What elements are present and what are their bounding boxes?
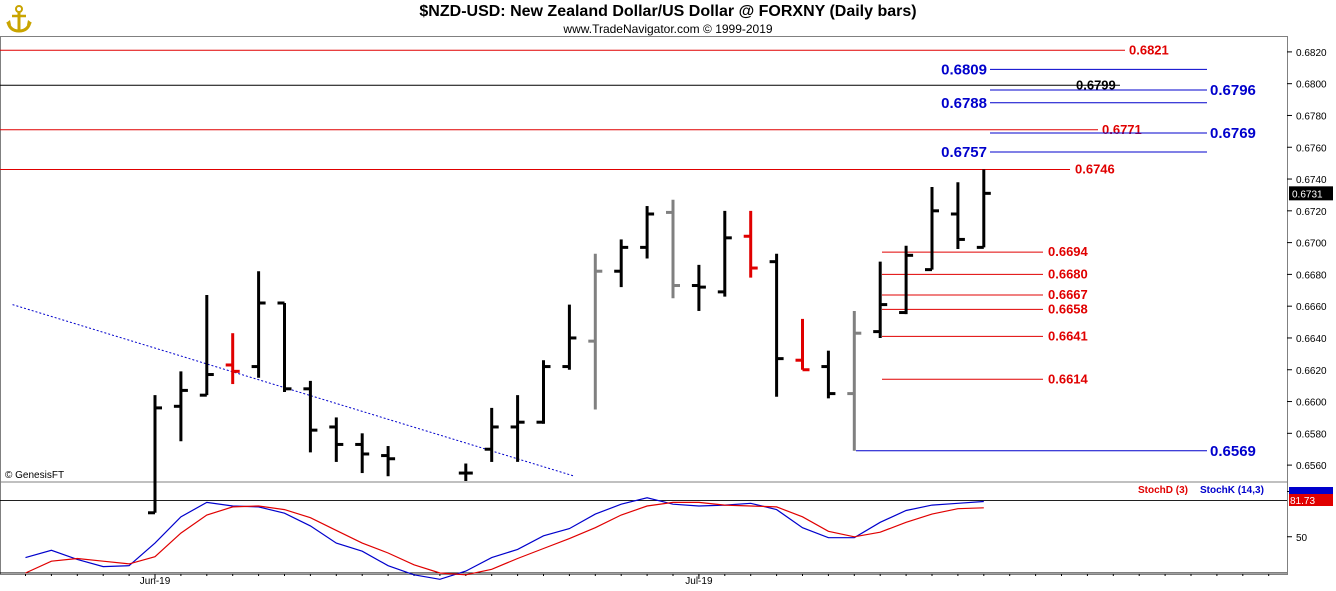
level-label: 0.6799 — [1076, 77, 1116, 92]
ohlc-bar — [225, 333, 240, 385]
ohlc-bar — [199, 295, 214, 397]
chart-subtitle: www.TradeNavigator.com © 1999-2019 — [563, 22, 773, 36]
stoch-d-value-box — [1289, 494, 1333, 506]
price-axis-label: 0.6780 — [1296, 111, 1327, 122]
price-axis-label: 0.6820 — [1296, 48, 1327, 59]
ohlc-bar — [251, 271, 266, 378]
date-axis-label: Jun-19 — [140, 576, 171, 587]
ohlc-bar — [355, 433, 370, 474]
ohlc-bar — [536, 360, 551, 424]
last-price-label: 0.6731 — [1292, 189, 1323, 200]
trendline — [12, 304, 575, 477]
level-label: 0.6614 — [1048, 371, 1089, 386]
ohlc-bar — [484, 407, 499, 462]
watermark: © GenesisFT — [5, 470, 64, 481]
ohlc-bar — [666, 199, 680, 299]
ohlc-bar — [691, 264, 706, 311]
ohlc-bar — [743, 210, 758, 278]
level-label: 0.6680 — [1048, 266, 1088, 281]
anchor-logo-icon — [4, 4, 34, 34]
price-axis-label: 0.6660 — [1296, 302, 1327, 313]
ohlc-bar — [769, 253, 784, 397]
price-axis-label: 0.6580 — [1296, 429, 1327, 440]
level-label: 0.6667 — [1048, 287, 1088, 302]
ohlc-bar — [795, 318, 810, 372]
ohlc-bar — [899, 245, 914, 315]
ohlc-bar — [588, 253, 603, 410]
stoch-series-line — [25, 497, 984, 580]
price-axis-label: 0.6600 — [1296, 398, 1327, 409]
ohlc-bar — [847, 310, 862, 451]
price-axis-label: 0.6620 — [1296, 366, 1327, 377]
stoch-axis-label: 50 — [1296, 533, 1308, 544]
ohlc-bar — [640, 206, 655, 259]
ohlc-bar — [717, 210, 732, 297]
level-label: 0.6771 — [1102, 122, 1142, 137]
level-label: 0.6746 — [1075, 162, 1115, 177]
price-axis-label: 0.6700 — [1296, 239, 1327, 250]
ohlc-bar — [976, 169, 991, 249]
date-axis-label: Jul-19 — [685, 576, 713, 587]
ohlc-bar — [173, 371, 188, 442]
stoch-legend-k: StochK (14,3) — [1200, 485, 1264, 496]
ohlc-bar — [925, 186, 939, 272]
chart-title: $NZD-USD: New Zealand Dollar/US Dollar @… — [419, 3, 917, 20]
ohlc-bar — [821, 350, 836, 399]
stoch-k-value-box — [1289, 487, 1333, 494]
price-axis-label: 0.6740 — [1296, 175, 1327, 186]
stoch-series-line — [25, 501, 984, 576]
level-label: 0.6821 — [1129, 42, 1169, 57]
ohlc-bar — [148, 395, 162, 515]
level-label: 0.6809 — [941, 61, 987, 78]
stoch-legend-d: StochD (3) — [1138, 485, 1188, 496]
level-label: 0.6796 — [1210, 82, 1256, 99]
ohlc-bar — [614, 239, 629, 288]
level-label: 0.6788 — [941, 95, 987, 112]
level-label: 0.6641 — [1048, 328, 1088, 343]
ohlc-bar — [458, 463, 473, 481]
ohlc-bar — [873, 261, 888, 338]
ohlc-bar — [562, 304, 577, 370]
level-label: 0.6658 — [1048, 301, 1088, 316]
stoch-d-last-value: 81.73 — [1290, 496, 1315, 507]
last-price-box — [1289, 186, 1333, 201]
ohlc-bar — [329, 417, 344, 462]
level-label: 0.6569 — [1210, 443, 1256, 460]
price-axis-label: 0.6720 — [1296, 207, 1327, 218]
price-axis-label: 0.6640 — [1296, 334, 1327, 345]
ohlc-bar — [277, 301, 292, 392]
ohlc-bar — [303, 380, 318, 453]
price-axis-label: 0.6680 — [1296, 270, 1327, 281]
ohlc-bar — [510, 395, 525, 462]
plot-frame — [0, 36, 1288, 575]
ohlc-bar — [950, 182, 965, 249]
ohlc-bar — [381, 446, 396, 477]
level-label: 0.6694 — [1048, 244, 1089, 259]
price-axis-label: 0.6560 — [1296, 461, 1327, 472]
level-label: 0.6769 — [1210, 125, 1256, 142]
price-axis-label: 0.6760 — [1296, 143, 1327, 154]
price-axis-label: 0.6800 — [1296, 80, 1327, 91]
level-label: 0.6757 — [941, 144, 987, 161]
